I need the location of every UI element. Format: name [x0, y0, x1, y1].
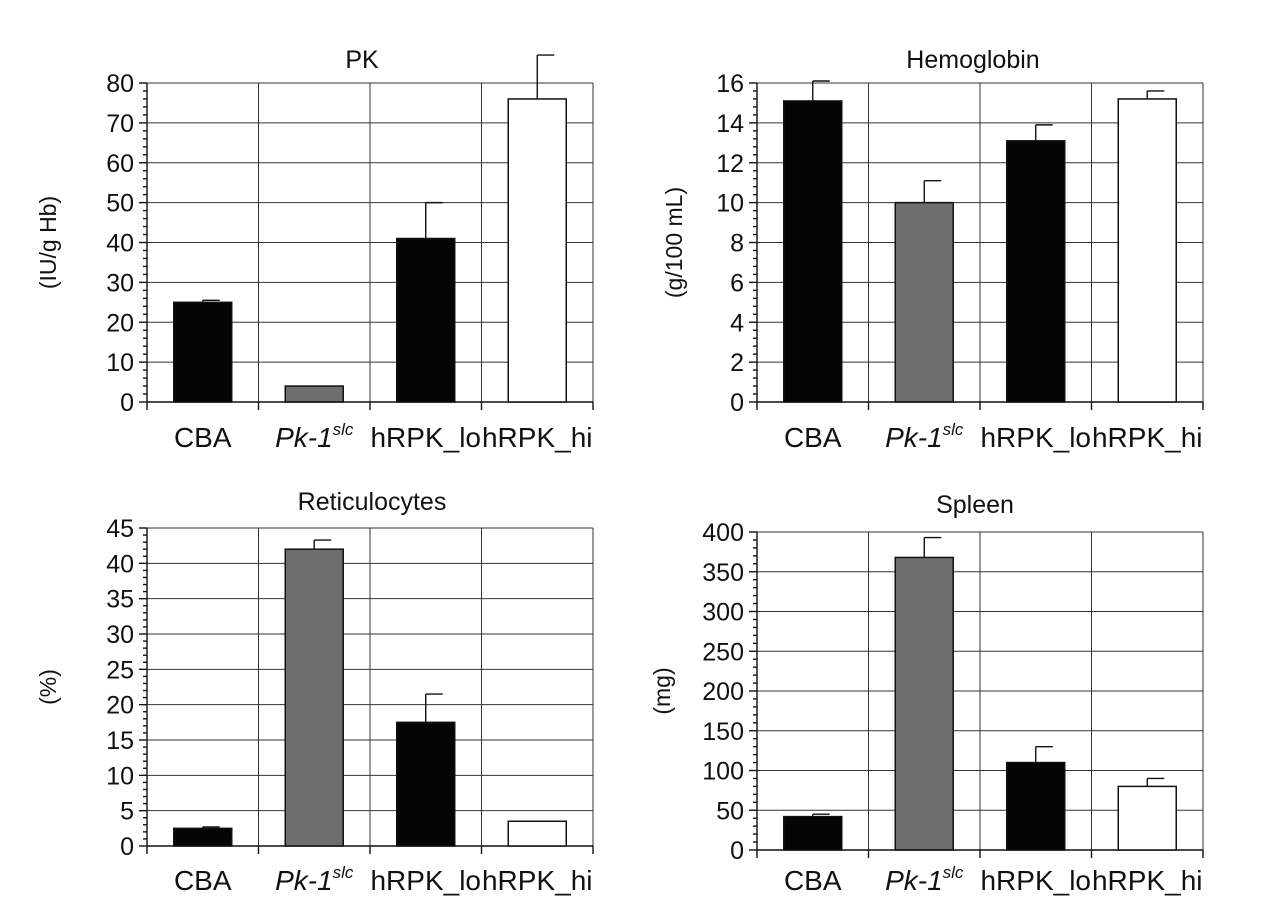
bar — [1006, 761, 1066, 851]
y-tick-label: 0 — [120, 833, 134, 861]
category-label: CBA — [784, 865, 842, 896]
bar — [173, 301, 233, 403]
bar — [1117, 98, 1177, 403]
y-axis-label: (%) — [35, 669, 61, 705]
category-label: hRPK_lo — [980, 422, 1091, 453]
bar — [894, 556, 954, 851]
chart-title: Reticulocytes — [298, 488, 447, 516]
category-label: hRPK_hi — [482, 422, 593, 453]
y-tick-label: 150 — [702, 718, 744, 746]
category-label: hRPK_lo — [980, 865, 1091, 896]
bar — [396, 721, 456, 847]
y-tick-label: 12 — [716, 150, 744, 178]
category-label: CBA — [784, 422, 842, 453]
y-tick-label: 100 — [702, 758, 744, 786]
category-label: hRPK_hi — [1092, 865, 1203, 896]
bar — [1117, 785, 1177, 851]
y-tick-label: 70 — [106, 110, 134, 138]
y-axis-label: (mg) — [649, 667, 675, 714]
y-tick-label: 15 — [106, 727, 134, 755]
chart-panel-3: Reticulocytes (%) 0 5 10 15 20 25 30 35 40 45 CBA Pk-… — [35, 488, 594, 896]
category-label: hRPK_lo — [370, 422, 481, 453]
bar — [284, 548, 344, 847]
y-tick-label: 2 — [730, 349, 744, 377]
y-tick-label: 350 — [702, 559, 744, 587]
chart-title: PK — [345, 46, 379, 74]
category-label-italic: Pk-1 — [275, 865, 333, 896]
category-label: hRPK_lo — [370, 865, 481, 896]
y-axis-label: (g/100 mL) — [661, 187, 687, 298]
category-label: hRPK_hi — [482, 865, 593, 896]
category-label-superscript: slc — [943, 420, 964, 439]
y-tick-label: 6 — [730, 269, 744, 297]
y-tick-label: 45 — [106, 515, 134, 543]
category-label: CBA — [174, 865, 232, 896]
category-label-italic: Pk-1 — [275, 422, 333, 453]
y-tick-label: 60 — [106, 150, 134, 178]
y-tick-label: 50 — [716, 797, 744, 825]
y-tick-label: 4 — [730, 309, 744, 337]
bar — [783, 100, 843, 403]
y-tick-label: 10 — [106, 762, 134, 790]
bar — [1006, 140, 1066, 403]
category-label-superscript: slc — [333, 863, 354, 882]
bar — [396, 237, 456, 403]
y-tick-label: 0 — [730, 389, 744, 417]
y-tick-label: 20 — [106, 692, 134, 720]
category-label-italic: Pk-1 — [885, 865, 943, 896]
bar — [507, 98, 567, 403]
y-tick-label: 400 — [702, 519, 744, 547]
y-tick-label: 8 — [730, 230, 744, 258]
y-tick-label: 250 — [702, 638, 744, 666]
y-tick-label: 25 — [106, 656, 134, 684]
y-tick-label: 40 — [106, 550, 134, 578]
chart-title: Spleen — [936, 491, 1014, 519]
y-tick-label: 300 — [702, 599, 744, 627]
bar — [894, 201, 954, 403]
y-tick-label: 14 — [716, 110, 744, 138]
y-tick-label: 40 — [106, 230, 134, 258]
y-tick-label: 10 — [106, 349, 134, 377]
y-tick-label: 20 — [106, 309, 134, 337]
chart-panel-2: Hemoglobin (g/100 mL) 0 2 4 6 8 10 12 14 16 CBA Pk-1… — [661, 46, 1204, 453]
category-label-superscript: slc — [943, 863, 964, 882]
category-label-superscript: slc — [333, 420, 354, 439]
bar — [507, 820, 567, 847]
y-tick-label: 10 — [716, 190, 744, 218]
y-tick-label: 30 — [106, 269, 134, 297]
bar — [173, 827, 233, 847]
chart-title: Hemoglobin — [906, 46, 1039, 74]
category-label: Pk-1slc — [885, 863, 964, 896]
y-tick-label: 35 — [106, 586, 134, 614]
y-tick-label: 200 — [702, 678, 744, 706]
y-tick-label: 80 — [106, 70, 134, 98]
y-tick-label: 0 — [730, 837, 744, 865]
y-tick-label: 0 — [120, 389, 134, 417]
bar — [284, 385, 344, 403]
category-label: hRPK_hi — [1092, 422, 1203, 453]
y-tick-label: 30 — [106, 621, 134, 649]
chart-panel-4: Spleen (mg) 0 50 100 150 200 250 300 350 400 CBA Pk-… — [649, 491, 1204, 896]
bar — [783, 815, 843, 851]
category-label: CBA — [174, 422, 232, 453]
category-label: Pk-1slc — [275, 863, 354, 896]
y-tick-label: 5 — [120, 798, 134, 826]
category-label: Pk-1slc — [275, 420, 354, 453]
y-axis-label: (IU/g Hb) — [35, 196, 61, 289]
y-tick-label: 16 — [716, 70, 744, 98]
category-label: Pk-1slc — [885, 420, 964, 453]
category-label-italic: Pk-1 — [885, 422, 943, 453]
y-tick-label: 50 — [106, 190, 134, 218]
